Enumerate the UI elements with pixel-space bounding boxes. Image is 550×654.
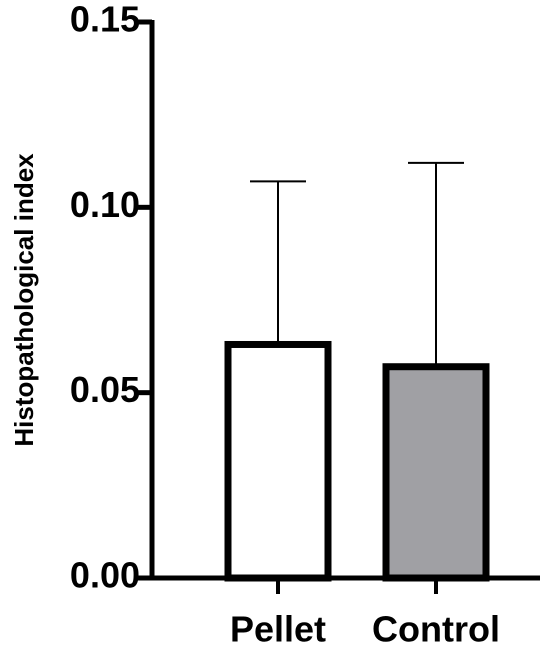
bar — [224, 340, 332, 582]
bar — [382, 363, 490, 582]
x-tick-label: Control — [372, 609, 500, 650]
y-tick-label: 0.15 — [70, 0, 140, 40]
y-tick-label: 0.05 — [70, 369, 140, 410]
x-tick-label: Pellet — [230, 609, 326, 650]
y-tick-label: 0.00 — [70, 555, 140, 596]
y-axis-label: Histopathological index — [9, 153, 39, 447]
y-tick-label: 0.10 — [70, 184, 140, 225]
